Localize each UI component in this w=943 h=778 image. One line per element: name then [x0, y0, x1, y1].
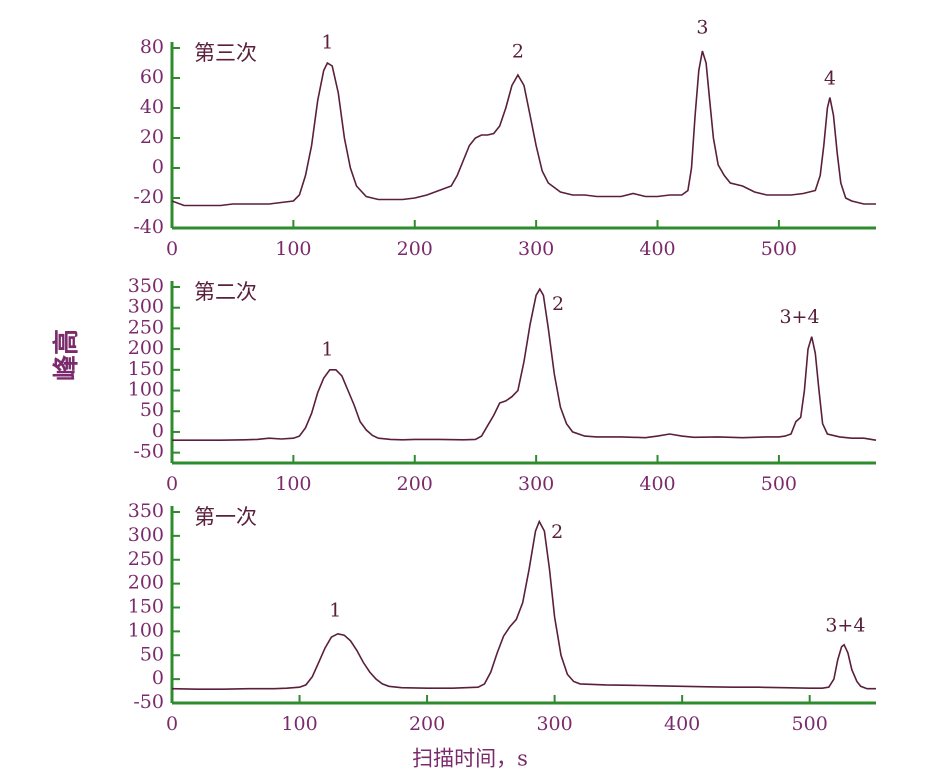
- x-tick-label: 500: [761, 473, 797, 495]
- x-tick-label: 400: [639, 473, 675, 495]
- y-tick-label: 350: [128, 500, 164, 522]
- y-tick-label: 150: [128, 358, 164, 380]
- peak-label: 3+4: [825, 615, 865, 637]
- x-tick-label: 0: [166, 238, 178, 260]
- data-line: [171, 519, 876, 690]
- panel-label: 第二次: [194, 280, 257, 304]
- y-tick-label: 250: [128, 316, 164, 338]
- y-tick-label: 250: [128, 548, 164, 570]
- y-tick-label: 50: [140, 399, 164, 421]
- peak-label: 3: [696, 17, 708, 39]
- x-tick-label: 200: [397, 473, 433, 495]
- peak-label: 1: [321, 338, 333, 360]
- y-tick-label: 350: [128, 275, 164, 297]
- panel-label: 第三次: [194, 41, 257, 65]
- y-tick-label: 200: [128, 337, 164, 359]
- x-tick-label: 100: [281, 713, 317, 735]
- y-tick-label: -50: [133, 691, 164, 713]
- y-tick-label: 60: [140, 66, 164, 88]
- peak-label: 4: [824, 68, 836, 90]
- y-tick-label: 0: [152, 667, 164, 689]
- x-tick-label: 400: [639, 238, 675, 260]
- x-axis-label: 扫描时间，s: [412, 747, 528, 771]
- x-tick-label: 100: [275, 238, 311, 260]
- y-tick-label: 0: [152, 156, 164, 178]
- data-line: [172, 287, 877, 441]
- peak-label: 1: [321, 32, 333, 54]
- y-tick-label: 20: [140, 126, 164, 148]
- x-tick-label: 500: [761, 238, 797, 260]
- y-tick-label: 150: [128, 596, 164, 618]
- x-tick-label: 200: [397, 238, 433, 260]
- x-tick-label: 300: [536, 713, 572, 735]
- y-tick-label: 300: [128, 296, 164, 318]
- x-tick-label: 300: [518, 238, 554, 260]
- y-tick-label: 50: [140, 643, 164, 665]
- y-tick-label: -20: [133, 186, 164, 208]
- y-tick-label: 300: [128, 524, 164, 546]
- peak-label: 1: [329, 599, 341, 621]
- y-tick-label: 0: [152, 420, 164, 442]
- x-tick-label: 0: [166, 473, 178, 495]
- x-tick-label: 500: [792, 713, 828, 735]
- panel-label: 第一次: [194, 505, 257, 529]
- y-tick-label: 100: [128, 379, 164, 401]
- peak-label: 2: [512, 41, 524, 63]
- x-tick-label: 300: [518, 473, 554, 495]
- x-tick-label: 200: [409, 713, 445, 735]
- peak-label: 3+4: [779, 306, 819, 328]
- peak-label: 2: [552, 293, 564, 315]
- y-tick-label: -40: [133, 216, 164, 238]
- y-tick-label: 40: [140, 96, 164, 118]
- data-line: [171, 50, 876, 207]
- y-tick-label: -50: [133, 441, 164, 463]
- x-tick-label: 400: [664, 713, 700, 735]
- y-tick-label: 80: [140, 36, 164, 58]
- peak-label: 2: [551, 521, 563, 543]
- y-tick-label: 100: [128, 619, 164, 641]
- y-axis-label: 峰高: [51, 329, 82, 381]
- x-tick-label: 100: [275, 473, 311, 495]
- x-tick-label: 0: [166, 713, 178, 735]
- y-tick-label: 200: [128, 572, 164, 594]
